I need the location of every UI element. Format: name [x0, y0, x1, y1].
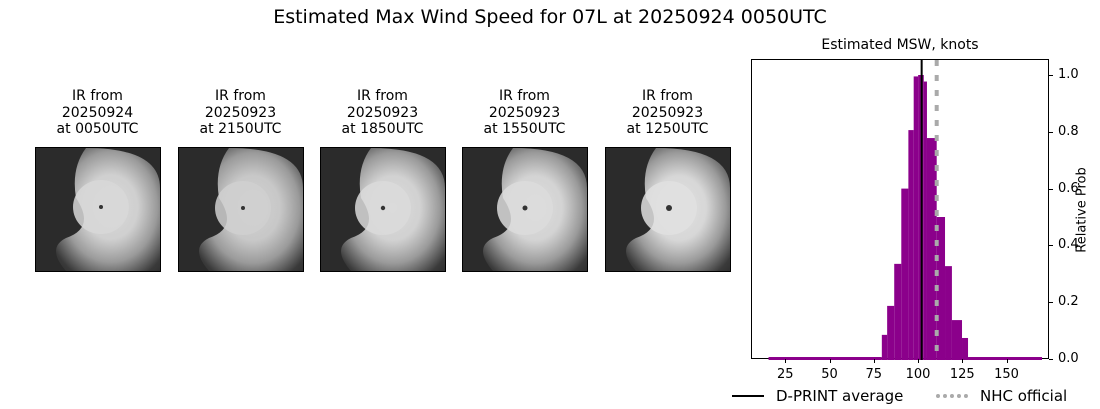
y-tick-label: 0.4	[1058, 237, 1079, 253]
panel-time: at 2150UTC	[199, 121, 282, 137]
ir-panel: IR from 20250924 at 0050UTC	[26, 88, 169, 272]
legend-entry-dprint: D-PRINT average	[732, 387, 903, 405]
panel-title: IR from 20250923 at 1550UTC	[453, 88, 596, 138]
histogram-bar	[768, 357, 882, 360]
histogram-bar	[894, 263, 902, 360]
panel-date: 20250924	[61, 104, 134, 121]
panel-title: IR from 20250923 at 1250UTC	[596, 88, 739, 138]
histogram-svg	[768, 60, 1043, 360]
ir-satellite-image	[462, 147, 588, 272]
y-tick-label: 0.6	[1058, 180, 1079, 196]
histogram-bar	[936, 217, 946, 360]
panel-title: IR from 20250924 at 0050UTC	[26, 88, 169, 138]
x-tick-label: 100	[905, 367, 931, 382]
legend-label-nhc: NHC official	[980, 387, 1068, 405]
x-tick-mark	[1006, 359, 1008, 363]
ir-satellite-image	[35, 147, 161, 272]
histogram-bar	[908, 130, 914, 360]
y-tick-mark	[1049, 359, 1053, 360]
chart-title: Estimated MSW, knots	[821, 37, 979, 53]
y-axis-label: Relative Prob	[1074, 167, 1090, 253]
x-tick-label: 75	[865, 367, 883, 382]
ir-panel: IR from 20250923 at 1850UTC	[311, 88, 454, 272]
histogram-bar	[923, 81, 927, 360]
y-tick-mark	[1049, 131, 1053, 133]
y-tick-mark	[1049, 75, 1053, 76]
x-tick-mark	[962, 359, 964, 363]
ir-satellite-image	[178, 147, 304, 272]
dotted-line-icon	[936, 394, 968, 398]
panel-date: 20250923	[346, 104, 419, 121]
y-tick-mark	[1049, 188, 1053, 190]
histogram-bar	[968, 357, 1043, 360]
histogram-bar	[951, 320, 963, 360]
y-tick-mark	[1049, 302, 1053, 304]
histogram-bar	[913, 76, 919, 360]
panel-title-line: IR from	[215, 88, 266, 104]
x-tick-label: 50	[821, 367, 838, 382]
x-tick-mark	[785, 359, 787, 363]
panel-title-line: IR from	[642, 88, 693, 104]
y-tick-label: 0.2	[1058, 294, 1079, 310]
histogram-bar	[881, 334, 888, 360]
panel-title: IR from 20250923 at 1850UTC	[311, 88, 454, 138]
ir-panel: IR from 20250923 at 1550UTC	[453, 88, 596, 272]
histogram-bar	[926, 138, 937, 360]
ir-panel: IR from 20250923 at 2150UTC	[169, 88, 312, 272]
histogram-bar	[887, 305, 895, 360]
panel-date: 20250923	[488, 104, 561, 121]
histogram-bar	[945, 266, 952, 360]
x-tick-label: 150	[994, 367, 1019, 382]
y-tick-label: 0.8	[1058, 123, 1079, 139]
y-tick-label: 0.0	[1058, 351, 1079, 366]
ir-satellite-image	[605, 147, 731, 272]
y-tick-mark	[1049, 245, 1053, 247]
x-tick-label: 25	[776, 367, 794, 382]
x-tick-mark	[918, 359, 919, 363]
x-tick-mark	[873, 359, 875, 363]
x-tick-mark	[829, 359, 831, 363]
legend-label-dprint: D-PRINT average	[776, 387, 904, 405]
panel-date: 20250923	[204, 104, 277, 121]
figure-title: Estimated Max Wind Speed for 07L at 2025…	[273, 6, 827, 28]
legend-entry-nhc: NHC official	[936, 387, 1067, 405]
panel-title: IR from 20250923 at 2150UTC	[169, 88, 312, 138]
panel-time: at 1850UTC	[341, 121, 424, 137]
panel-date: 20250923	[631, 104, 704, 121]
panel-title-line: IR from	[499, 88, 550, 104]
panel-title-line: IR from	[72, 88, 123, 104]
y-tick-label: 1.0	[1058, 67, 1079, 82]
panel-time: at 1550UTC	[483, 121, 566, 137]
panel-time: at 0050UTC	[56, 121, 139, 137]
panel-time: at 1250UTC	[626, 121, 709, 137]
ir-panel: IR from 20250923 at 1250UTC	[596, 88, 739, 272]
histogram-bar	[962, 337, 969, 360]
solid-line-icon	[732, 395, 764, 397]
histogram-bar	[901, 188, 909, 360]
panel-title-line: IR from	[357, 88, 408, 104]
histogram-plot	[751, 59, 1049, 360]
ir-satellite-image	[320, 147, 446, 272]
x-tick-label: 125	[949, 367, 975, 382]
